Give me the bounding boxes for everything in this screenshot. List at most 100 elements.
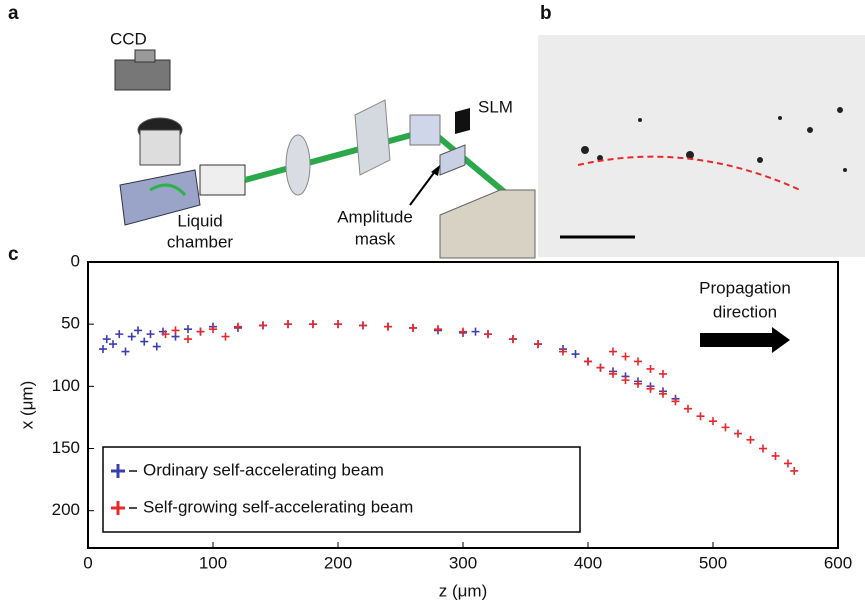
annotation: Propagation xyxy=(699,278,791,297)
point xyxy=(334,320,342,329)
point xyxy=(384,322,392,331)
point xyxy=(434,325,442,334)
x-tick-label: 100 xyxy=(199,553,227,572)
legend-label: Self-growing self-accelerating beam xyxy=(143,497,413,516)
point xyxy=(152,342,161,351)
point xyxy=(634,357,642,366)
point xyxy=(196,327,205,336)
x-tick-label: 0 xyxy=(83,553,92,572)
beam-trajectory xyxy=(577,155,801,191)
point xyxy=(596,363,605,372)
slm xyxy=(455,108,470,134)
lens xyxy=(354,99,391,176)
point xyxy=(746,435,755,444)
point xyxy=(184,335,192,344)
y-tick-label: 150 xyxy=(52,438,80,457)
point xyxy=(646,364,655,373)
point xyxy=(659,369,667,378)
y-tick-label: 0 xyxy=(71,251,80,270)
ccd-top xyxy=(134,49,156,63)
point xyxy=(121,347,130,356)
arrow xyxy=(409,169,437,206)
point xyxy=(409,323,417,332)
label: Liquid xyxy=(177,211,222,230)
point xyxy=(634,379,642,388)
panel-label: a xyxy=(8,3,19,24)
point xyxy=(609,347,617,356)
point xyxy=(184,325,192,334)
point xyxy=(221,332,230,341)
point xyxy=(134,326,142,335)
legend-marker xyxy=(111,501,125,515)
cells xyxy=(581,107,847,172)
point xyxy=(621,376,630,385)
micrograph xyxy=(538,35,865,257)
panel-label: c xyxy=(8,244,19,265)
y-tick-label: 50 xyxy=(61,314,80,333)
point xyxy=(646,384,655,393)
point xyxy=(509,335,517,344)
beam-curve xyxy=(149,183,187,197)
label: chamber xyxy=(167,232,233,251)
annotation: direction xyxy=(713,302,777,321)
x-axis-label: z (μm) xyxy=(439,581,488,600)
point xyxy=(771,451,780,460)
point xyxy=(721,423,730,432)
point xyxy=(140,337,149,346)
point xyxy=(584,357,592,366)
lens-tube xyxy=(199,164,246,196)
point xyxy=(209,325,217,334)
label: CCD xyxy=(110,29,147,48)
schematic xyxy=(114,49,536,259)
ccd-camera xyxy=(114,59,171,91)
point xyxy=(784,459,792,468)
lens xyxy=(285,134,311,196)
point xyxy=(459,327,467,336)
legend-label: Ordinary self-accelerating beam xyxy=(143,460,384,479)
arrow-head xyxy=(431,165,440,176)
point xyxy=(484,330,492,339)
objective-body xyxy=(139,129,181,166)
point xyxy=(359,321,367,330)
point xyxy=(284,320,292,329)
liquid-chamber xyxy=(119,169,201,226)
point xyxy=(684,404,692,413)
point xyxy=(759,444,767,453)
point xyxy=(671,397,680,406)
legend-marker xyxy=(111,464,125,478)
label: Amplitude xyxy=(337,207,413,226)
point xyxy=(171,326,180,335)
point xyxy=(99,345,107,354)
point xyxy=(734,429,742,438)
point xyxy=(709,417,717,426)
x-tick-label: 600 xyxy=(824,553,852,572)
mask xyxy=(439,144,466,176)
x-tick-label: 300 xyxy=(449,553,477,572)
point xyxy=(146,330,155,339)
y-axis-label: x (μm) xyxy=(17,381,36,430)
point xyxy=(115,330,124,339)
point xyxy=(259,321,267,330)
x-tick-label: 500 xyxy=(699,553,727,572)
point xyxy=(571,350,580,359)
x-tick-label: 200 xyxy=(324,553,352,572)
point xyxy=(234,322,242,331)
point xyxy=(534,340,542,349)
beam-splitter xyxy=(409,114,441,146)
panel-label: b xyxy=(540,3,552,24)
point xyxy=(621,352,630,361)
point xyxy=(609,369,617,378)
y-tick-label: 200 xyxy=(52,500,80,519)
point xyxy=(559,347,567,356)
point xyxy=(696,412,705,421)
point xyxy=(471,327,480,336)
point xyxy=(790,466,799,475)
legend-box xyxy=(102,446,581,533)
point xyxy=(161,330,170,339)
point xyxy=(659,389,667,398)
point xyxy=(102,335,111,344)
point xyxy=(309,320,317,329)
label: mask xyxy=(355,229,396,248)
laser xyxy=(439,189,536,259)
